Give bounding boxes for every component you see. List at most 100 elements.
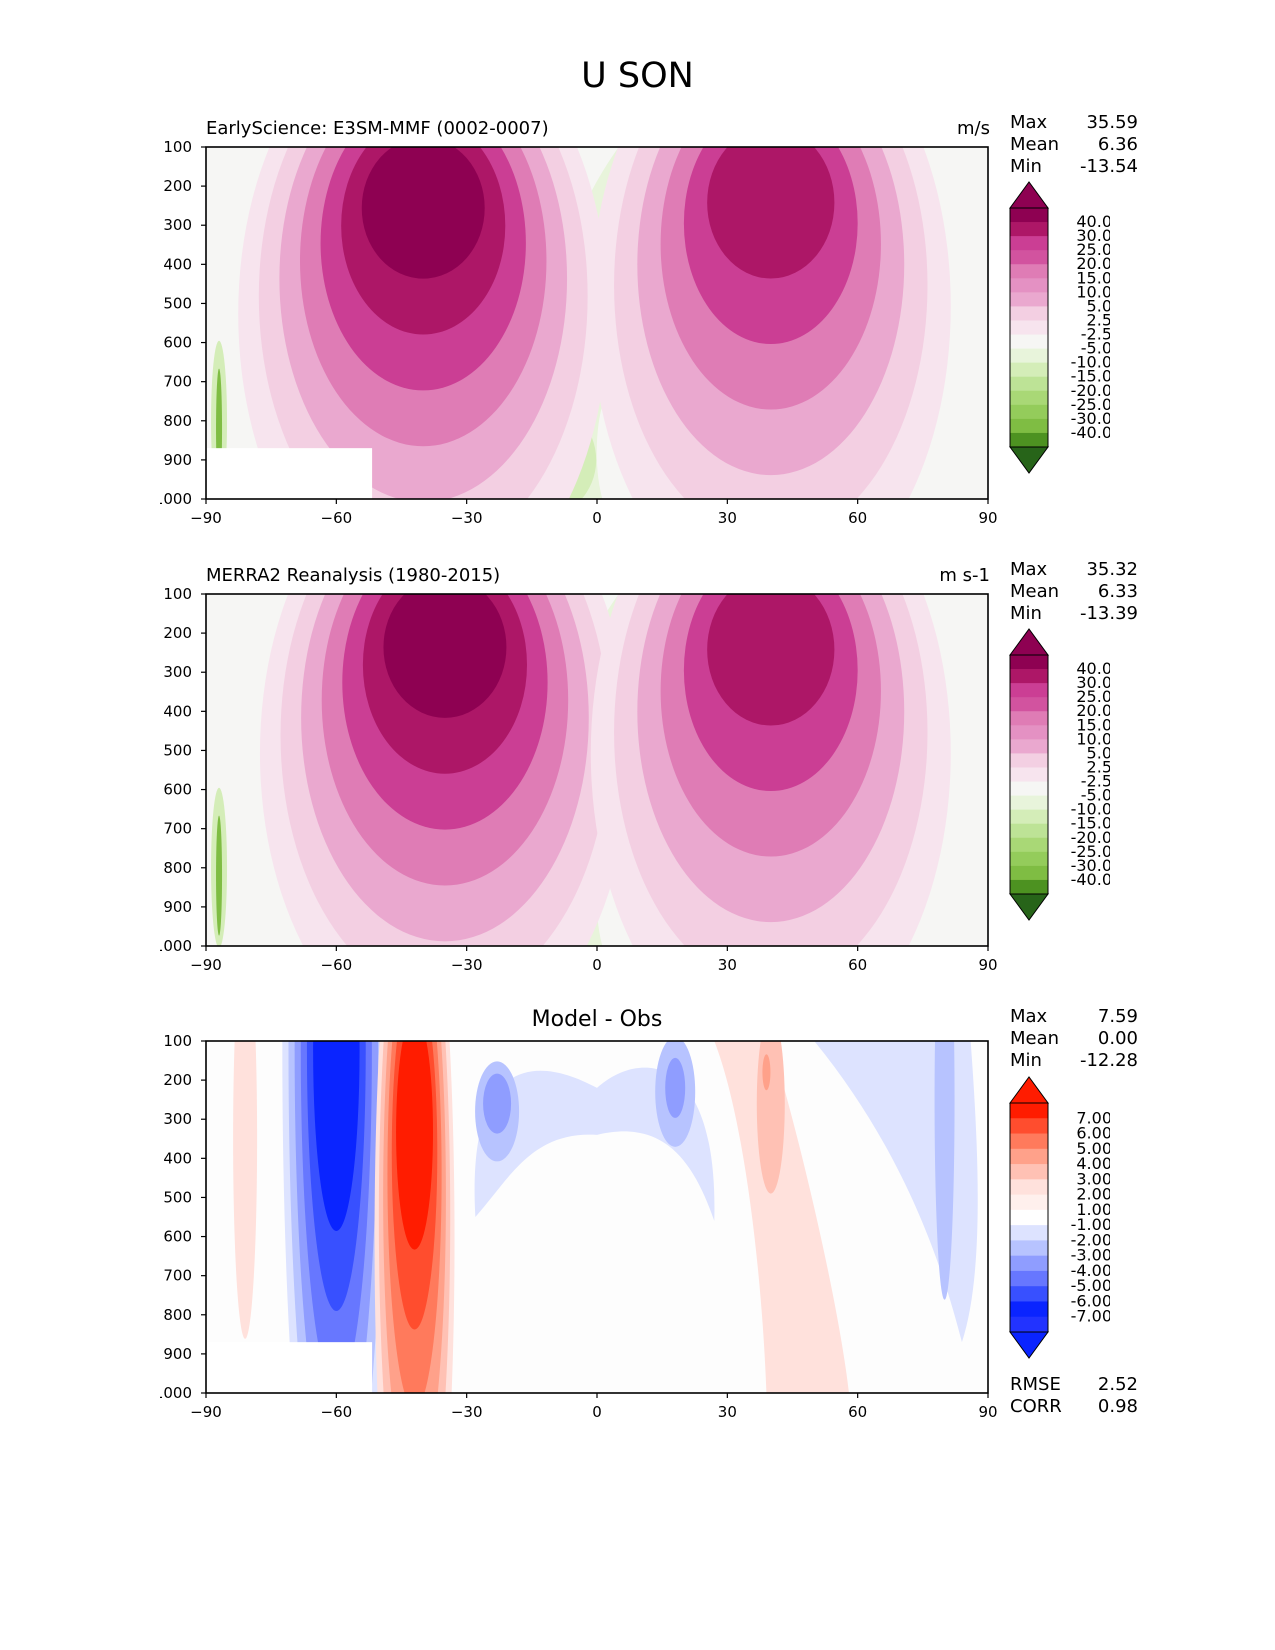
colorbar-frame — [1009, 654, 1049, 895]
y-tick-label: 600 — [163, 334, 192, 352]
colorbar-segment — [1010, 1194, 1048, 1211]
colorbar-tick-label: 25.0 — [1076, 687, 1110, 706]
jet-contour-sh — [383, 594, 507, 718]
colorbar-difference: 7.006.005.004.003.002.001.00-1.00-2.00-3… — [1009, 1076, 1110, 1359]
stat-label: Max — [1010, 559, 1048, 580]
colorbar-segment — [1010, 851, 1048, 867]
y-tick-label: 500 — [163, 741, 192, 759]
colorbar-tick-label: -20.0 — [1071, 381, 1110, 400]
x-tick-label: 0 — [592, 1403, 602, 1421]
colorbar-segment — [1010, 334, 1048, 350]
panel-title-difference: Model - Obs — [531, 1007, 663, 1032]
stat-label: Min — [1010, 603, 1042, 624]
colorbar-segment — [1010, 725, 1048, 740]
colorbar-tick-label: 30.0 — [1076, 673, 1110, 692]
panel-title-reference: MERRA2 Reanalysis (1980-2015) — [206, 565, 501, 586]
stat-mean: 6.33 — [1097, 581, 1138, 602]
colorbar-segment — [1010, 404, 1048, 420]
y-tick-label: 1000 — [160, 490, 192, 508]
stat-label: Min — [1010, 1050, 1042, 1071]
colorbar-segment — [1010, 320, 1048, 336]
colorbar-segment — [1010, 781, 1048, 797]
colorbar-segment — [1010, 1316, 1048, 1333]
colorbar-tick-label: -10.0 — [1071, 800, 1110, 819]
y-tick-label: 100 — [163, 585, 192, 603]
diff-positive-nh-core — [762, 1054, 771, 1091]
colorbar-segment — [1010, 1179, 1048, 1196]
x-tick-label: 90 — [978, 956, 997, 974]
x-tick-label: 30 — [718, 956, 737, 974]
colorbar-tick-label: 1.00 — [1076, 1200, 1110, 1219]
y-tick-label: 700 — [163, 820, 192, 838]
diff-negative-nh-core — [934, 1041, 955, 1300]
colorbar-segment — [1010, 264, 1048, 279]
x-tick-label: 90 — [978, 1403, 997, 1421]
x-tick-label: 0 — [592, 509, 602, 527]
y-tick-label: 200 — [163, 1071, 192, 1089]
colorbar-segment — [1010, 208, 1048, 223]
colorbar-tick-label: -15.0 — [1071, 814, 1110, 833]
diff-positive-core — [396, 1041, 433, 1250]
stats-difference-extra: RMSE 2.52 CORR 0.98 — [1010, 1374, 1138, 1418]
colorbar-tick-label: -4.00 — [1071, 1261, 1110, 1280]
y-tick-label: 200 — [163, 624, 192, 642]
y-tick-label: 1000 — [160, 937, 192, 955]
stat-corr: 0.98 — [1097, 1396, 1138, 1417]
colorbar-segment — [1010, 879, 1048, 895]
stat-label: RMSE — [1010, 1374, 1061, 1395]
colorbar-segment — [1010, 837, 1048, 853]
colorbar-segment — [1010, 390, 1048, 406]
y-tick-label: 700 — [163, 373, 192, 391]
colorbar-top-extend — [1009, 628, 1049, 656]
colorbar-top-extend — [1009, 181, 1049, 209]
x-tick-label: −30 — [451, 1403, 483, 1421]
panel-units-reference: m s-1 — [939, 565, 990, 586]
y-tick-label: 600 — [163, 781, 192, 799]
colorbar-tick-label: -15.0 — [1071, 367, 1110, 386]
diff-negative-tropics-core — [483, 1073, 512, 1134]
diff-negative-tropics-core — [665, 1057, 686, 1118]
stats-test: Max 35.59 Mean 6.36 Min -13.54 — [1010, 112, 1138, 178]
colorbar-segment — [1010, 376, 1048, 392]
diff-positive-weak — [233, 1041, 258, 1339]
colorbar-tick-label: 5.0 — [1087, 743, 1110, 762]
diff-field — [206, 1041, 988, 1393]
jet-contour-nh — [707, 147, 835, 279]
plot-test: −90 −60 −30 0 30 60 90 100 200 300 400 500 600 700 800… — [160, 138, 998, 527]
colorbar-frame — [1009, 207, 1049, 448]
colorbar-tick-label: -30.0 — [1071, 856, 1110, 875]
figure-title: U SON — [581, 56, 694, 96]
colorbar-bottom-extend — [1009, 1331, 1049, 1359]
x-tick-label: −90 — [190, 956, 222, 974]
stat-label: Mean — [1010, 134, 1060, 155]
colorbar-segment — [1010, 1255, 1048, 1272]
colorbar-tick-label: 5.00 — [1076, 1139, 1110, 1158]
x-tick-label: 30 — [718, 1403, 737, 1421]
stats-reference: Max 35.32 Mean 6.33 Min -13.39 — [1010, 559, 1138, 625]
y-tick-label: 400 — [163, 702, 192, 720]
panel-units-test: m/s — [957, 118, 990, 139]
jet-contour-nh — [707, 594, 835, 726]
stat-mean: 0.00 — [1097, 1028, 1138, 1049]
y-tick-label: 400 — [163, 255, 192, 273]
colorbar-tick-label: 25.0 — [1076, 240, 1110, 259]
colorbar-segment — [1010, 222, 1048, 237]
x-tick-label: 60 — [848, 1403, 867, 1421]
stat-label: CORR — [1010, 1396, 1062, 1417]
colorbar-tick-label: -5.0 — [1081, 339, 1110, 358]
stat-rmse: 2.52 — [1097, 1374, 1138, 1395]
x-tick-label: −60 — [321, 509, 353, 527]
y-tick-label: 800 — [163, 1306, 192, 1324]
colorbar-tick-label: -2.00 — [1071, 1230, 1110, 1249]
colorbar-bottom-extend — [1009, 893, 1049, 921]
colorbar-frame — [1009, 1102, 1049, 1333]
stat-max: 35.59 — [1086, 112, 1138, 133]
stat-label: Min — [1010, 156, 1042, 177]
colorbar-segment — [1010, 1225, 1048, 1241]
plot-reference: −90 −60 −30 0 30 60 90 100 200 300 400 500 600 700 800… — [160, 585, 998, 974]
polar-easterly-core — [216, 815, 223, 936]
colorbar-segment — [1010, 1148, 1048, 1165]
y-tick-label: 500 — [163, 294, 192, 312]
colorbar-segment — [1010, 669, 1048, 684]
colorbar-segment — [1010, 1286, 1048, 1302]
